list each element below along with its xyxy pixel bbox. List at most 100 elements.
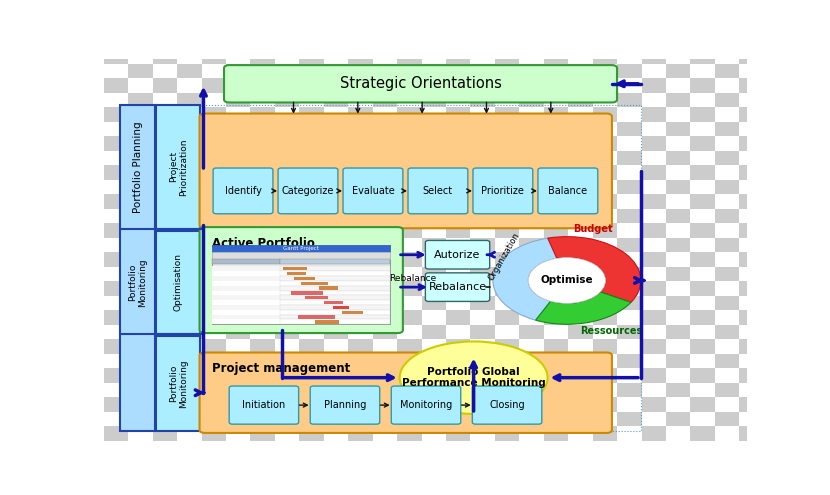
- Bar: [177, 238, 202, 252]
- Bar: [153, 252, 177, 267]
- FancyBboxPatch shape: [538, 168, 598, 214]
- Bar: [177, 426, 202, 441]
- Bar: [202, 252, 226, 267]
- Bar: [544, 252, 569, 267]
- Bar: [666, 368, 691, 383]
- Bar: [397, 107, 422, 122]
- Bar: [471, 35, 495, 50]
- Bar: [471, 180, 495, 195]
- FancyBboxPatch shape: [280, 259, 390, 264]
- FancyBboxPatch shape: [473, 168, 533, 214]
- Bar: [422, 165, 446, 180]
- Bar: [422, 137, 446, 151]
- Bar: [275, 122, 300, 137]
- Bar: [544, 223, 569, 238]
- Bar: [202, 93, 226, 107]
- Bar: [593, 252, 617, 267]
- Bar: [569, 238, 593, 252]
- Bar: [666, 325, 691, 339]
- Bar: [520, 383, 544, 397]
- Bar: [422, 107, 446, 122]
- Bar: [373, 137, 397, 151]
- Bar: [715, 310, 740, 325]
- Bar: [642, 339, 666, 353]
- Bar: [666, 195, 691, 209]
- Bar: [128, 238, 153, 252]
- Bar: [495, 93, 520, 107]
- Bar: [226, 165, 251, 180]
- Bar: [226, 296, 251, 310]
- Bar: [153, 426, 177, 441]
- Bar: [495, 50, 520, 64]
- Bar: [764, 353, 788, 368]
- Bar: [715, 50, 740, 64]
- Bar: [397, 137, 422, 151]
- Bar: [422, 310, 446, 325]
- Bar: [177, 223, 202, 238]
- Bar: [666, 238, 691, 252]
- Bar: [300, 137, 324, 151]
- Bar: [397, 426, 422, 441]
- Bar: [251, 339, 275, 353]
- Bar: [300, 79, 324, 93]
- Bar: [764, 50, 788, 64]
- Bar: [397, 325, 422, 339]
- Bar: [104, 267, 128, 281]
- Text: Portfolio Planning: Portfolio Planning: [133, 121, 143, 213]
- Bar: [569, 252, 593, 267]
- Bar: [740, 93, 764, 107]
- Bar: [397, 64, 422, 78]
- FancyBboxPatch shape: [120, 105, 155, 431]
- FancyBboxPatch shape: [212, 259, 280, 264]
- Bar: [666, 411, 691, 426]
- Bar: [153, 122, 177, 137]
- Bar: [495, 122, 520, 137]
- Bar: [226, 426, 251, 441]
- Bar: [349, 180, 373, 195]
- Bar: [422, 93, 446, 107]
- Bar: [691, 397, 715, 411]
- Bar: [642, 252, 666, 267]
- Bar: [569, 383, 593, 397]
- Bar: [666, 397, 691, 411]
- Bar: [544, 137, 569, 151]
- FancyBboxPatch shape: [310, 386, 379, 424]
- Bar: [422, 180, 446, 195]
- Text: Active Portfolio: Active Portfolio: [212, 237, 315, 250]
- Bar: [495, 209, 520, 223]
- Bar: [740, 353, 764, 368]
- Circle shape: [529, 257, 606, 303]
- Bar: [251, 180, 275, 195]
- Bar: [153, 64, 177, 78]
- Bar: [300, 339, 324, 353]
- Bar: [691, 165, 715, 180]
- Bar: [251, 353, 275, 368]
- Bar: [691, 325, 715, 339]
- Bar: [422, 209, 446, 223]
- Bar: [544, 35, 569, 50]
- Bar: [300, 35, 324, 50]
- Bar: [593, 281, 617, 296]
- Bar: [740, 339, 764, 353]
- Bar: [349, 137, 373, 151]
- FancyBboxPatch shape: [280, 271, 390, 276]
- Bar: [593, 137, 617, 151]
- Bar: [104, 165, 128, 180]
- Bar: [569, 267, 593, 281]
- Bar: [520, 50, 544, 64]
- Bar: [715, 35, 740, 50]
- Bar: [666, 383, 691, 397]
- Bar: [300, 93, 324, 107]
- Bar: [300, 151, 324, 165]
- Bar: [324, 296, 349, 310]
- Bar: [495, 195, 520, 209]
- Bar: [397, 383, 422, 397]
- Bar: [226, 368, 251, 383]
- Bar: [642, 383, 666, 397]
- Bar: [275, 368, 300, 383]
- Bar: [715, 252, 740, 267]
- Bar: [471, 195, 495, 209]
- FancyBboxPatch shape: [284, 267, 307, 270]
- Bar: [153, 79, 177, 93]
- Bar: [226, 79, 251, 93]
